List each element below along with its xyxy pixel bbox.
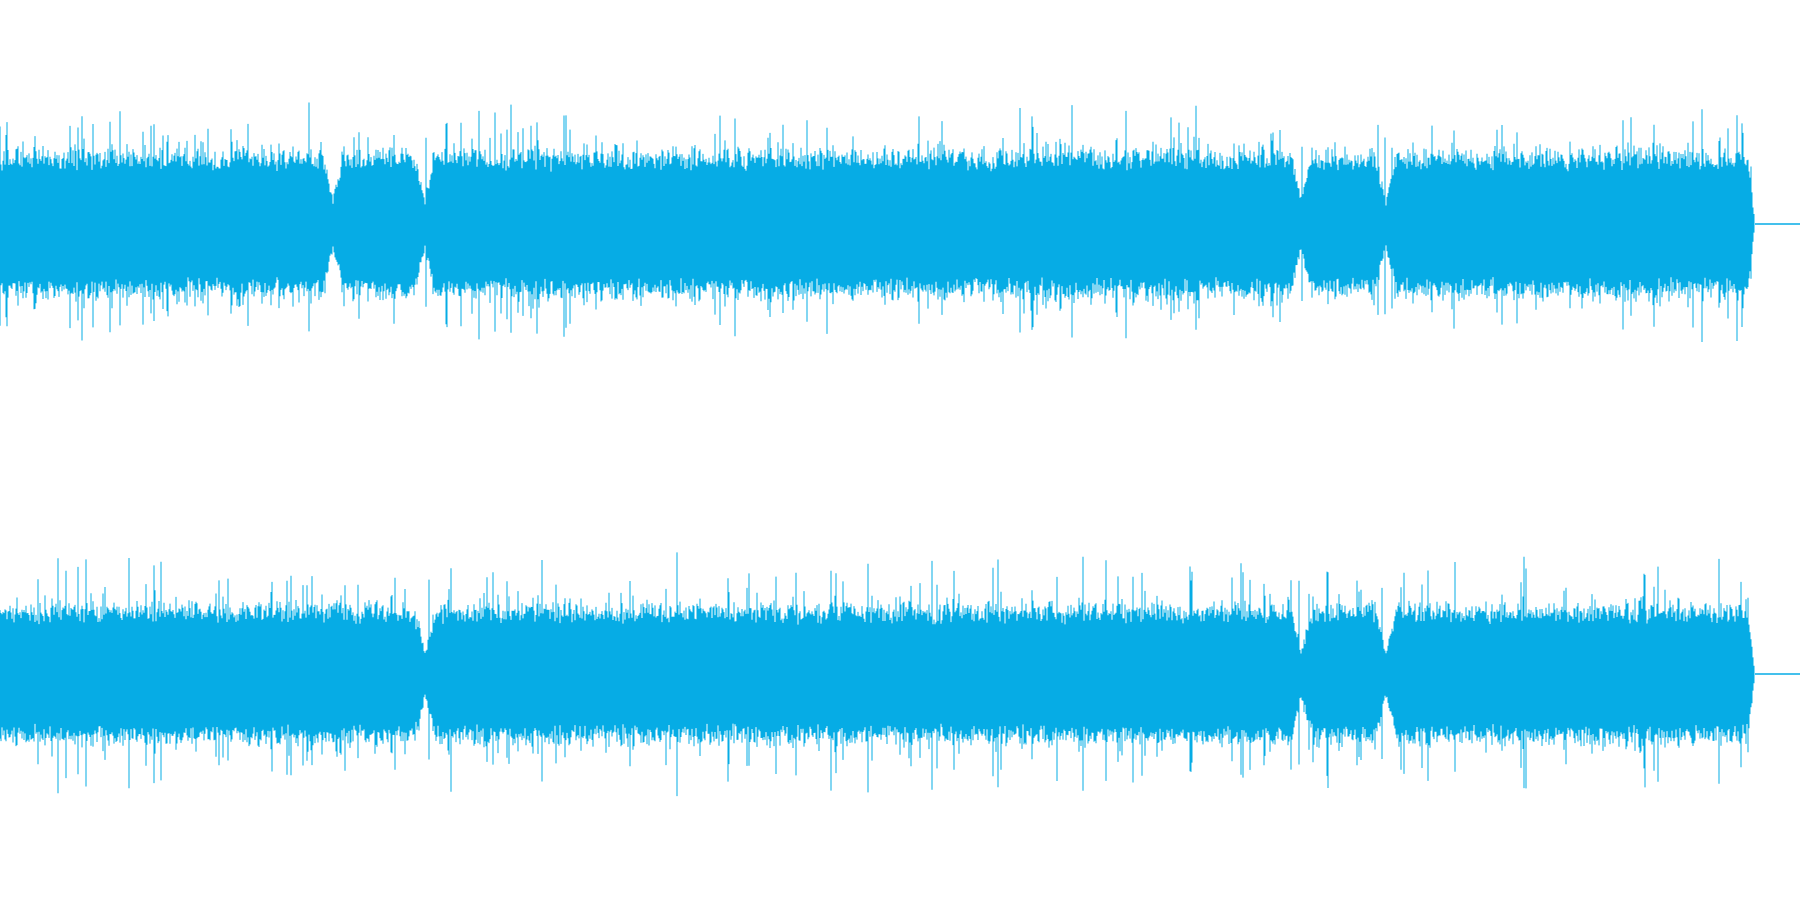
waveform-right-body (0, 552, 1755, 797)
waveform-channel-right (0, 450, 1800, 900)
waveform-left-body (0, 102, 1755, 342)
waveform-left-svg (0, 102, 1800, 342)
waveform-right-svg (0, 552, 1800, 797)
waveform-channel-left (0, 102, 1800, 342)
